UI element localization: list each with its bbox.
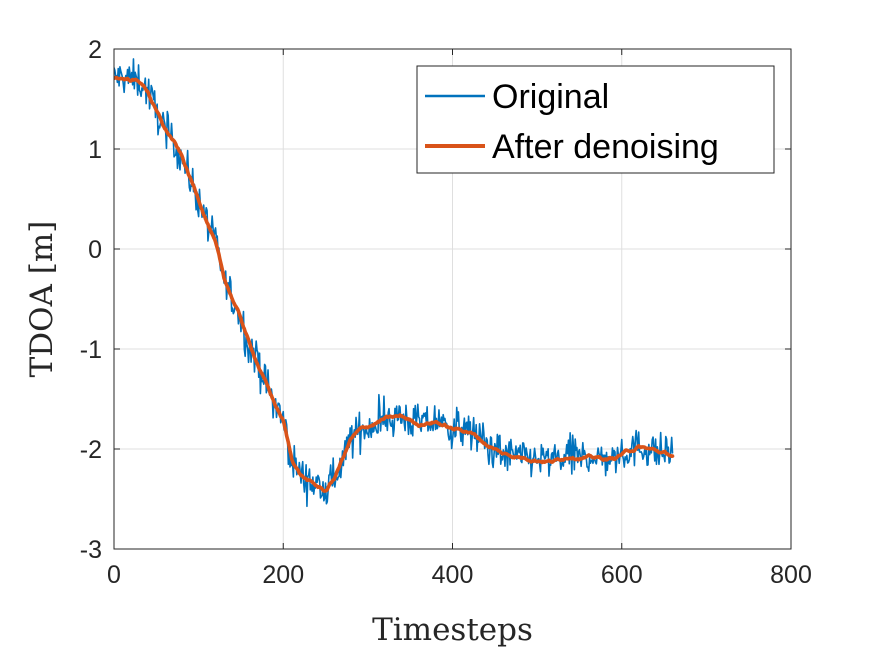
- series-line-after-denoising: [114, 75, 675, 493]
- series-line-original: [114, 58, 674, 508]
- x-tick-label: 400: [432, 561, 474, 589]
- x-tick-label: 600: [601, 561, 643, 589]
- y-tick-label: 0: [88, 236, 102, 264]
- legend-label-original: Original: [492, 78, 609, 116]
- x-tick-label: 800: [770, 561, 812, 589]
- y-tick-label: -1: [80, 336, 102, 364]
- y-tick-label: 2: [88, 36, 102, 64]
- y-tick-label: -2: [80, 436, 102, 464]
- y-axis-label: TDOA [m]: [24, 221, 60, 378]
- x-tick-label: 200: [262, 561, 304, 589]
- legend: Original After denoising: [416, 65, 775, 174]
- ticks: 0 200 400 600 800 -3 -2 -1 0 1 2: [80, 36, 812, 589]
- plot-area: [114, 58, 675, 508]
- legend-label-after-denoising: After denoising: [492, 128, 719, 166]
- y-tick-label: 1: [88, 136, 102, 164]
- legend-box: [416, 65, 775, 174]
- x-axis-label: Timesteps: [372, 612, 533, 648]
- y-tick-label: -3: [80, 536, 102, 564]
- x-tick-label: 0: [107, 561, 121, 589]
